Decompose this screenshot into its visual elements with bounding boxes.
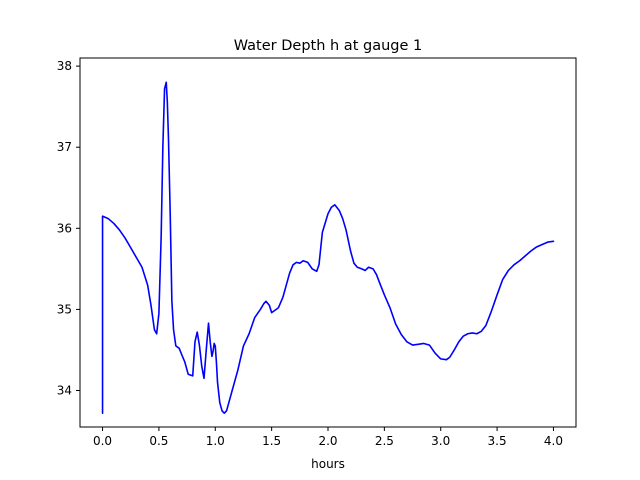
x-tick-label: 3.0 xyxy=(431,434,450,448)
plot-frame xyxy=(79,57,577,428)
y-tick-label: 35 xyxy=(57,302,72,316)
axis-ticks: 0.0 0.5 1.0 1.5 2.0 2.5 3.0 3.5 4.0 34 35 36 37 38 xyxy=(57,59,563,448)
x-tick-label: 0.0 xyxy=(93,434,112,448)
x-tick-label: 3.5 xyxy=(488,434,507,448)
chart-title: Water Depth h at gauge 1 xyxy=(234,38,422,54)
y-tick-label: 36 xyxy=(57,221,72,235)
x-tick-label: 2.0 xyxy=(318,434,337,448)
x-tick-label: 0.5 xyxy=(149,434,168,448)
x-tick-label: 4.0 xyxy=(544,434,563,448)
series-layer xyxy=(101,81,555,415)
x-tick-label: 1.5 xyxy=(262,434,281,448)
x-tick-label: 1.0 xyxy=(206,434,225,448)
y-tick-label: 34 xyxy=(57,384,72,398)
x-axis-label: hours xyxy=(311,457,345,471)
series-line xyxy=(101,81,555,415)
y-tick-label: 37 xyxy=(57,140,72,154)
y-tick-label: 38 xyxy=(57,59,72,73)
x-tick-label: 2.5 xyxy=(375,434,394,448)
plot-area xyxy=(80,58,576,427)
